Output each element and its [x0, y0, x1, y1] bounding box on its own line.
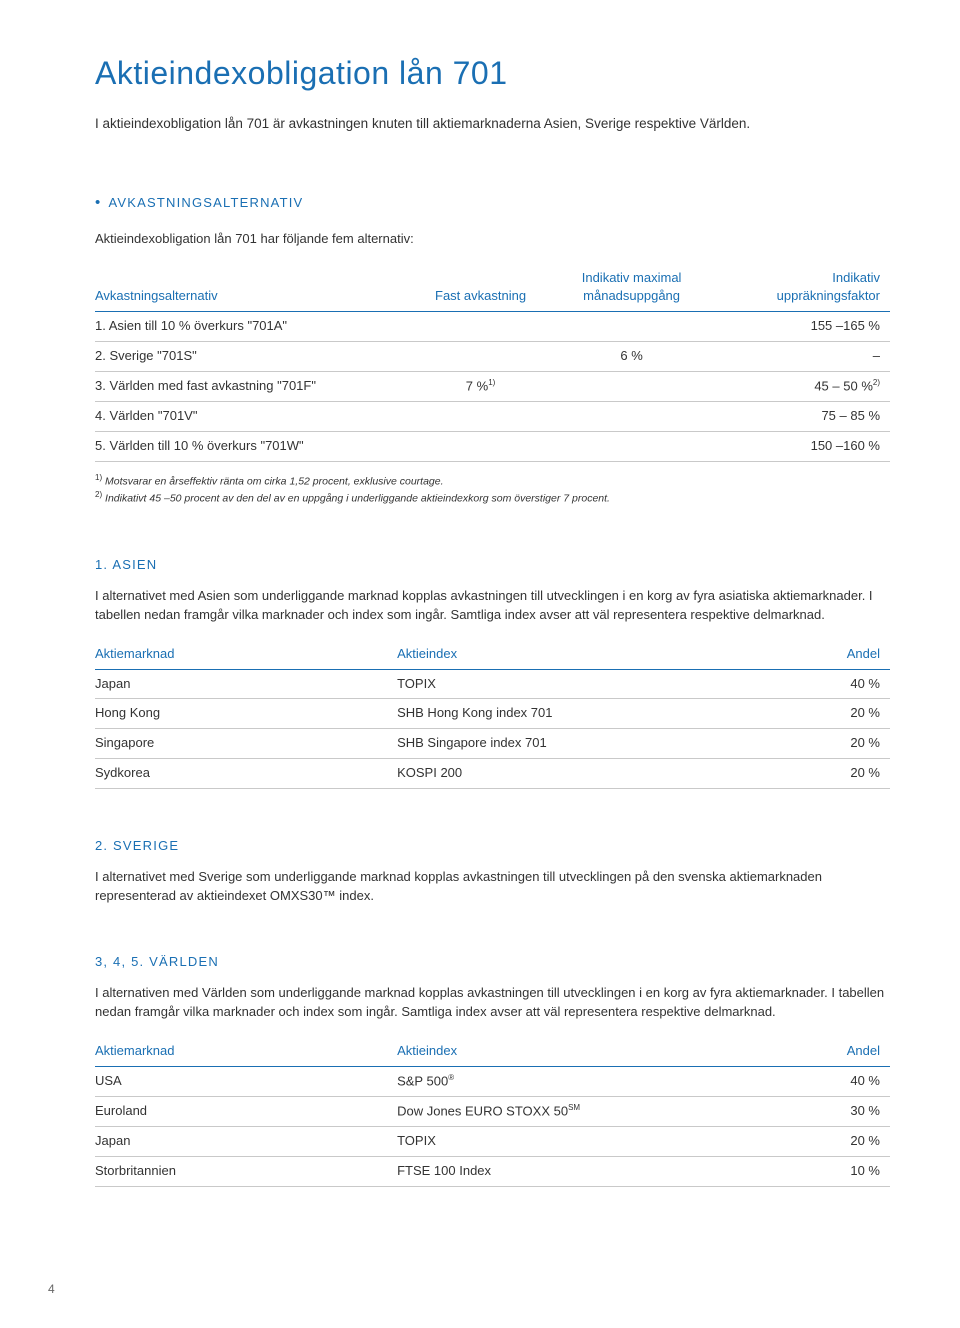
- cell-andel: 40 %: [747, 669, 890, 699]
- table-row: EurolandDow Jones EURO STOXX 50SM30 %: [95, 1096, 890, 1126]
- th-upprak: Indikativ uppräkningsfaktor: [715, 264, 890, 312]
- table-row: 5. Världen till 10 % överkurs "701W" 150 …: [95, 431, 890, 461]
- heading-avkastningsalternativ: AVKASTNINGSALTERNATIV: [95, 192, 890, 214]
- cell-upprak: 75 – 85 %: [715, 402, 890, 432]
- cell-upprak: –: [715, 342, 890, 372]
- para-varlden: I alternativen med Världen som underligg…: [95, 984, 890, 1022]
- table-row: SydkoreaKOSPI 20020 %: [95, 759, 890, 789]
- table-row: JapanTOPIX40 %: [95, 669, 890, 699]
- fn1-text: Motsvarar en årseffektiv ränta om cirka …: [102, 475, 443, 487]
- para-avk: Aktieindexobligation lån 701 har följand…: [95, 230, 890, 249]
- heading-sverige: 2. SVERIGE: [95, 837, 890, 856]
- table-row: Hong KongSHB Hong Kong index 70120 %: [95, 699, 890, 729]
- cell-market: USA: [95, 1066, 397, 1096]
- cell-maximal: [556, 431, 715, 461]
- table-asien: Aktiemarknad Aktieindex Andel JapanTOPIX…: [95, 640, 890, 789]
- cell-index: TOPIX: [397, 1127, 747, 1157]
- cell-andel: 20 %: [747, 729, 890, 759]
- table-row: 2. Sverige "701S" 6 %–: [95, 342, 890, 372]
- cell-market: Storbritannien: [95, 1157, 397, 1187]
- cell-andel: 40 %: [747, 1066, 890, 1096]
- table-row: 1. Asien till 10 % överkurs "701A" 155 –1…: [95, 312, 890, 342]
- cell-alternativ: 1. Asien till 10 % överkurs "701A": [95, 312, 413, 342]
- cell-fast: [413, 312, 556, 342]
- cell-andel: 20 %: [747, 759, 890, 789]
- cell-index: S&P 500®: [397, 1066, 747, 1096]
- table-row: 3. Världen med fast avkastning "701F"7 %…: [95, 371, 890, 401]
- th-maximal: Indikativ maximal månadsuppgång: [556, 264, 715, 312]
- th-aktiemarknad: Aktiemarknad: [95, 1037, 397, 1066]
- cell-fast: 7 %1): [413, 371, 556, 401]
- th-andel: Andel: [747, 1037, 890, 1066]
- th-aktieindex: Aktieindex: [397, 640, 747, 669]
- cell-fast: [413, 342, 556, 372]
- table-row: 4. Världen "701V" 75 – 85 %: [95, 402, 890, 432]
- cell-maximal: 6 %: [556, 342, 715, 372]
- cell-andel: 20 %: [747, 1127, 890, 1157]
- table-row: USAS&P 500®40 %: [95, 1066, 890, 1096]
- th-aktiemarknad: Aktiemarknad: [95, 640, 397, 669]
- cell-alternativ: 5. Världen till 10 % överkurs "701W": [95, 431, 413, 461]
- cell-andel: 30 %: [747, 1096, 890, 1126]
- table-header-row: Aktiemarknad Aktieindex Andel: [95, 640, 890, 669]
- table-header-row: Aktiemarknad Aktieindex Andel: [95, 1037, 890, 1066]
- cell-alternativ: 3. Världen med fast avkastning "701F": [95, 371, 413, 401]
- cell-fast: [413, 431, 556, 461]
- section-asien: 1. ASIEN I alternativet med Asien som un…: [95, 556, 890, 789]
- cell-market: Hong Kong: [95, 699, 397, 729]
- footnotes: 1) Motsvarar en årseffektiv ränta om cir…: [95, 472, 890, 506]
- cell-upprak: 45 – 50 %2): [715, 371, 890, 401]
- table-alternativ: Avkastningsalternativ Fast avkastning In…: [95, 264, 890, 462]
- cell-upprak: 155 –165 %: [715, 312, 890, 342]
- section-sverige: 2. SVERIGE I alternativet med Sverige so…: [95, 837, 890, 906]
- cell-alternativ: 4. Världen "701V": [95, 402, 413, 432]
- cell-market: Sydkorea: [95, 759, 397, 789]
- cell-index: FTSE 100 Index: [397, 1157, 747, 1187]
- table-row: SingaporeSHB Singapore index 70120 %: [95, 729, 890, 759]
- th-fast: Fast avkastning: [413, 264, 556, 312]
- cell-maximal: [556, 402, 715, 432]
- table-row: StorbritannienFTSE 100 Index10 %: [95, 1157, 890, 1187]
- table-varlden: Aktiemarknad Aktieindex Andel USAS&P 500…: [95, 1037, 890, 1187]
- cell-market: Euroland: [95, 1096, 397, 1126]
- th-upprak-l2: uppräkningsfaktor: [777, 288, 880, 303]
- cell-market: Japan: [95, 669, 397, 699]
- para-sverige: I alternativet med Sverige som underligg…: [95, 868, 890, 906]
- th-maximal-l1: Indikativ maximal: [582, 270, 682, 285]
- cell-maximal: [556, 312, 715, 342]
- cell-market: Singapore: [95, 729, 397, 759]
- cell-fast: [413, 402, 556, 432]
- cell-upprak: 150 –160 %: [715, 431, 890, 461]
- page-number: 4: [48, 1281, 55, 1298]
- heading-asien: 1. ASIEN: [95, 556, 890, 575]
- page-title: Aktieindexobligation lån 701: [95, 50, 890, 96]
- section-avkastningsalternativ: AVKASTNINGSALTERNATIV Aktieindexobligati…: [95, 192, 890, 506]
- cell-index: KOSPI 200: [397, 759, 747, 789]
- cell-andel: 10 %: [747, 1157, 890, 1187]
- intro-text: I aktieindexobligation lån 701 är avkast…: [95, 114, 890, 134]
- cell-index: Dow Jones EURO STOXX 50SM: [397, 1096, 747, 1126]
- th-aktieindex: Aktieindex: [397, 1037, 747, 1066]
- heading-varlden: 3, 4, 5. VÄRLDEN: [95, 953, 890, 972]
- th-maximal-l2: månadsuppgång: [583, 288, 680, 303]
- cell-andel: 20 %: [747, 699, 890, 729]
- cell-index: SHB Hong Kong index 701: [397, 699, 747, 729]
- table-header-row: Avkastningsalternativ Fast avkastning In…: [95, 264, 890, 312]
- cell-market: Japan: [95, 1127, 397, 1157]
- th-upprak-l1: Indikativ: [832, 270, 880, 285]
- cell-index: TOPIX: [397, 669, 747, 699]
- th-alternativ: Avkastningsalternativ: [95, 264, 413, 312]
- cell-index: SHB Singapore index 701: [397, 729, 747, 759]
- fn2-text: Indikativt 45 –50 procent av den del av …: [102, 492, 610, 504]
- table-row: JapanTOPIX20 %: [95, 1127, 890, 1157]
- section-varlden: 3, 4, 5. VÄRLDEN I alternativen med Värl…: [95, 953, 890, 1186]
- th-andel: Andel: [747, 640, 890, 669]
- cell-maximal: [556, 371, 715, 401]
- cell-alternativ: 2. Sverige "701S": [95, 342, 413, 372]
- para-asien: I alternativet med Asien som underliggan…: [95, 587, 890, 625]
